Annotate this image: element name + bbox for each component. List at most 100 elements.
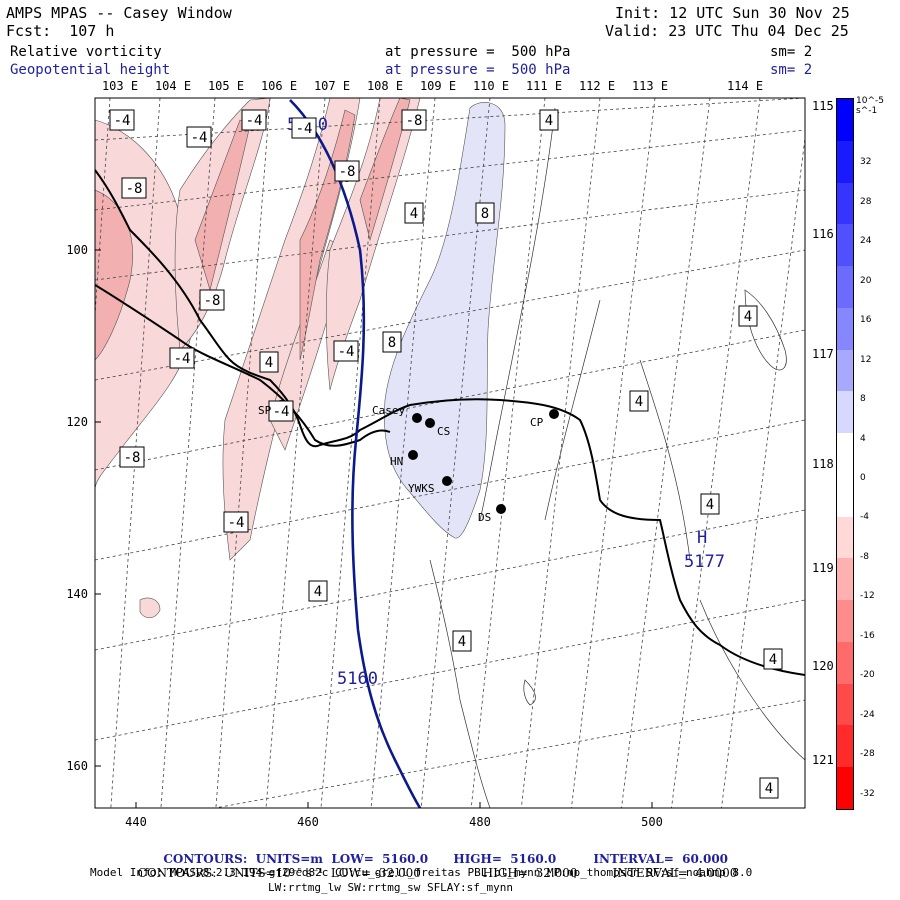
colorbar-tick-label: -28 [860,749,875,760]
coastline [95,169,805,676]
colorbar-segment [837,140,853,183]
colorbar-tick-label: 16 [860,315,872,326]
colorbar-labels: 32 28 24 20 16 12 8 4 0 -4 -8 -12 -16 -20 -24 -28 -32 [856,98,896,808]
svg-text:-8: -8 [124,450,141,466]
lon-label-top: 108 E [367,79,403,93]
colorbar-segment [837,224,853,267]
colorbar-segment [837,349,853,392]
colorbar-segment [837,182,853,225]
svg-text:-4: -4 [174,351,191,367]
lon-label-top: 104 E [155,79,191,93]
svg-text:-8: -8 [126,181,143,197]
colorbar-segment [837,99,853,141]
lon-label-top: 105 E [208,79,244,93]
positive-vorticity-shading [384,102,506,539]
footer-vort-contours: CONTOURS: UNITS=10⁻⁵ s⁻¹ LOW= -32.000 [137,866,421,880]
svg-text:8: 8 [481,206,489,222]
forecast-hour: Fcst: 107 h [6,22,115,40]
vorticity-labels: -4 -4 -4 -8 -8 -8 -8 -4 -4 -4 -4 -8 -4 4… [109,109,758,652]
station-label-cs: CS [437,425,450,438]
colorbar-tick-label: 0 [860,473,866,483]
colorbar-segment [837,307,853,350]
colorbar-tick-label: -8 [860,551,869,562]
colorbar-tick-label: 4 [860,433,866,444]
station-label-ds: DS [478,511,491,524]
lon-label-top: 111 E [526,79,562,93]
colorbar-segment [837,474,853,517]
vorticity-label: 4 [765,781,773,797]
y-tick-label: 120 [66,415,88,429]
field2-name: Geopotential height [10,62,171,78]
svg-text:-4: -4 [228,515,245,531]
svg-text:-4: -4 [338,344,355,360]
lon-label-top: 114 E [727,79,763,93]
x-tick-label: 500 [641,815,663,829]
lon-label-top: 109 E [420,79,456,93]
footer-height-high: HIGH= 5160.0 [453,852,557,866]
colorbar-tick-label: 20 [860,275,872,286]
colorbar-segment [837,433,853,475]
svg-text:4: 4 [458,634,466,650]
high-value: 5177 [684,552,725,572]
colorbar-tick-label: 8 [860,394,866,405]
svg-text:-4: -4 [246,113,263,129]
footer-vort-interval: INTERVAL= 4.0000 [612,866,738,880]
footer-height-interval: INTERVAL= 60.000 [593,852,729,866]
colorbar-tick-label: -12 [860,591,875,602]
lon-label-top: 112 E [579,79,615,93]
station-label-hn: HN [390,455,403,468]
colorbar-tick-label: 32 [860,157,872,168]
colorbar [836,98,854,810]
svg-text:-4: -4 [273,404,290,420]
x-tick-label: 460 [297,815,319,829]
svg-text:4: 4 [706,497,714,513]
station-label-ywks: YWKS [408,482,435,495]
lon-label-top: 107 E [314,79,350,93]
colorbar-tick-label: -32 [860,788,875,799]
svg-text:4: 4 [545,113,553,129]
colorbar-segment [837,600,853,642]
field1-smooth: sm= 2 [770,44,813,60]
colorbar-tick-label: -16 [860,630,875,641]
field1-level: at pressure = 500 hPa [385,44,571,60]
valid-time: Valid: 23 UTC Thu 04 Dec 25 [605,22,849,40]
svg-text:4: 4 [635,394,643,410]
colorbar-segment [837,767,853,810]
colorbar-tick-label: 28 [860,196,872,207]
lon-label-top: 113 E [632,79,668,93]
y-tick-label: 100 [66,243,88,257]
lon-label-top: 103 E [102,79,138,93]
lon-label-top: 110 E [473,79,509,93]
footer-vort-high: HIGH= 32.000 [482,866,578,880]
model-info-2: LW:rrtmg_lw SW:rrtmg_sw SFLAY:sf_mynn [268,881,514,894]
footer-height-contours: CONTOURS: UNITS=m LOW= 5160.0 [163,852,429,866]
colorbar-tick-label: -4 [860,512,869,523]
coastline-west [95,284,391,447]
field2-level: at pressure = 500 hPa [385,62,571,78]
svg-text:-8: -8 [339,164,356,180]
height-label: 5160 [337,669,378,689]
svg-text:-8: -8 [204,293,221,309]
svg-text:4: 4 [744,309,752,325]
colorbar-unit: 10^-5 s^-1 [856,96,884,116]
colorbar-segment [837,641,853,684]
station-label-casey: Casey [372,404,405,417]
station-label-cp: CP [530,416,544,429]
lon-label-top: 106 E [261,79,297,93]
colorbar-segment [837,725,853,768]
init-time: Init: 12 UTC Sun 30 Nov 25 [615,4,850,22]
colorbar-tick-label: 24 [860,236,872,247]
colorbar-tick-label: 12 [860,354,872,365]
colorbar-segment [837,516,853,559]
high-letter: H [697,528,707,548]
plot-title: AMPS MPAS -- Casey Window [6,4,232,22]
colorbar-tick-label: -24 [860,709,875,720]
colorbar-segment [837,558,853,601]
colorbar-tick-label: -20 [860,670,875,681]
y-tick-label: 160 [66,759,88,773]
field1-name: Relative vorticity [10,44,162,60]
x-tick-label: 440 [125,815,147,829]
station-label-sp: SP [258,404,272,417]
x-tick-label: 480 [469,815,491,829]
